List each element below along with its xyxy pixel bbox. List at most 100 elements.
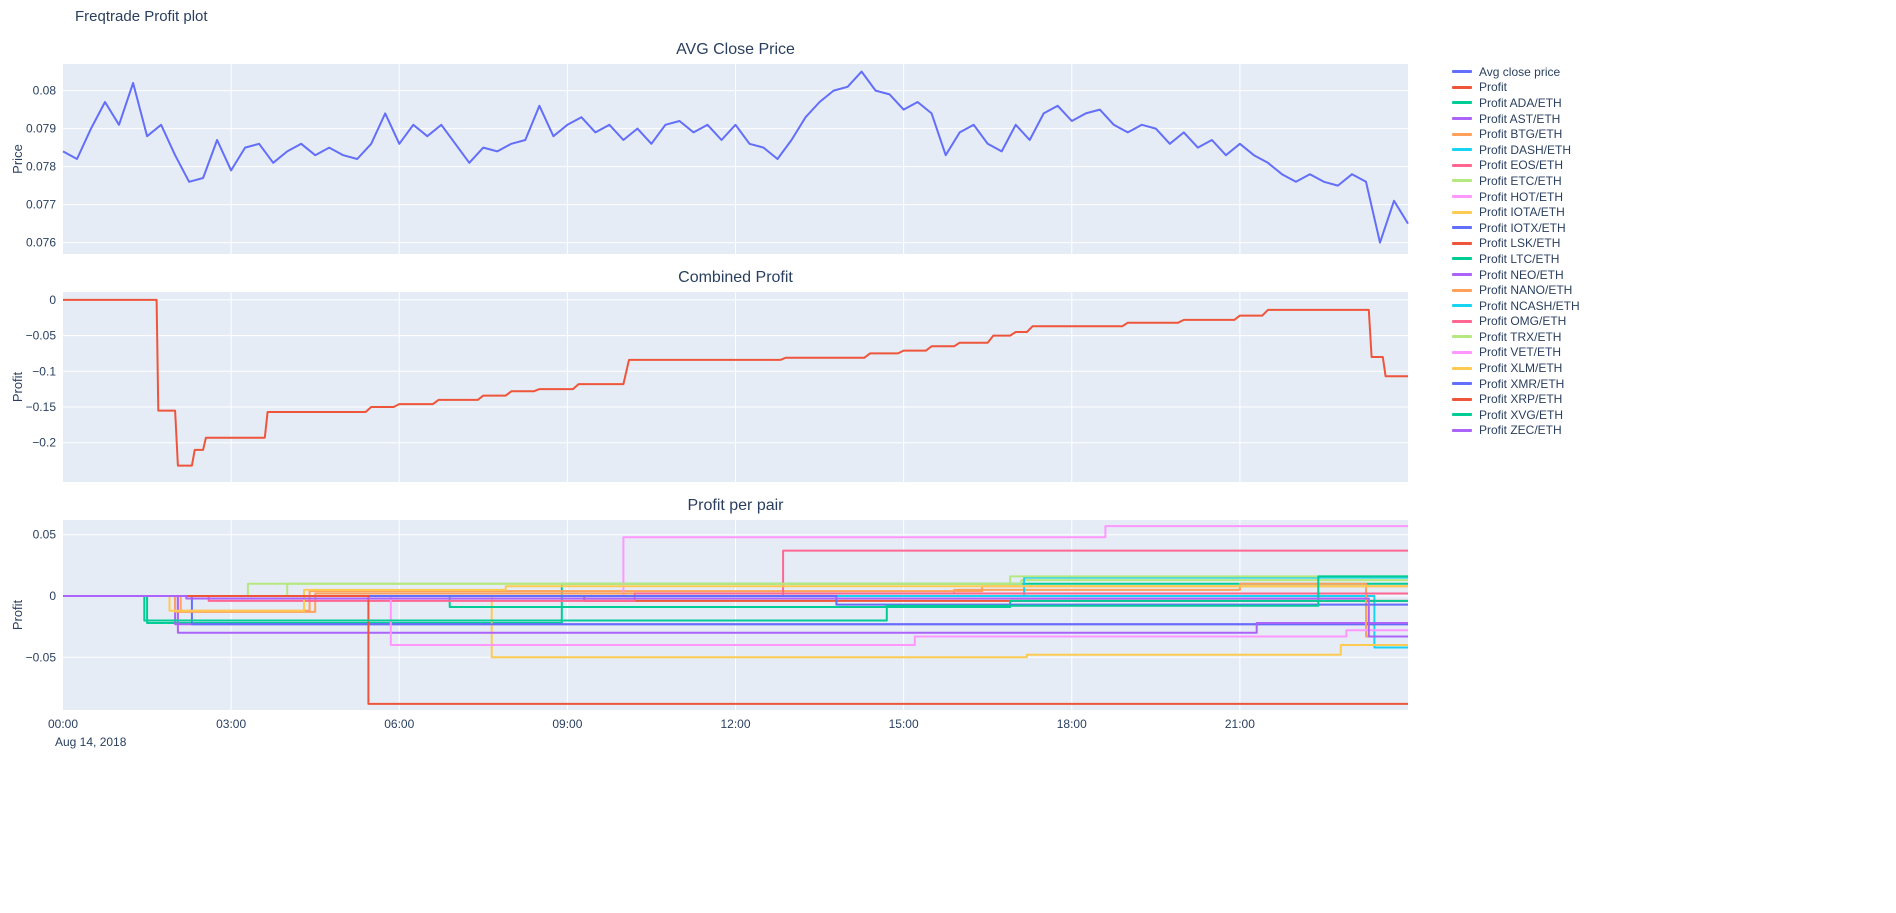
legend-item[interactable]: Profit NEO/ETH [1452, 267, 1580, 283]
legend-item[interactable]: Profit AST/ETH [1452, 111, 1580, 127]
legend-label: Profit LTC/ETH [1479, 251, 1560, 266]
legend-item[interactable]: Profit LTC/ETH [1452, 251, 1580, 267]
chart-svg: 0 −0.05 −0.1 −0.15 −0.2 Profit [10, 292, 1408, 482]
legend-item[interactable]: Profit [1452, 80, 1580, 96]
legend-line-swatch [1452, 226, 1472, 230]
legend-label: Profit IOTX/ETH [1479, 220, 1566, 235]
chart-svg: 0.05 0 −0.05 Profit 00:00 03:00 06:00 09:00 12:0… [10, 520, 1408, 749]
legend-line-swatch [1452, 163, 1472, 167]
legend-label: Profit ETC/ETH [1479, 173, 1562, 188]
legend-item[interactable]: Profit XMR/ETH [1452, 376, 1580, 392]
legend-line-swatch [1452, 319, 1472, 323]
chart-svg: 0.08 0.079 0.078 0.077 0.076 Price [10, 64, 1409, 254]
y-axis-title: Profit [10, 371, 25, 402]
legend-line-swatch [1452, 413, 1472, 417]
legend-label: Profit TRX/ETH [1479, 329, 1562, 344]
y-tick-label: −0.1 [32, 364, 56, 378]
legend-label: Profit EOS/ETH [1479, 158, 1564, 173]
legend-line-swatch [1452, 241, 1472, 245]
legend-label: Avg close price [1479, 64, 1561, 79]
legend-label: Profit OMG/ETH [1479, 314, 1567, 329]
page-title: Freqtrade Profit plot [75, 8, 208, 25]
x-tick-label: 03:00 [216, 717, 246, 731]
legend-label: Profit NANO/ETH [1479, 283, 1573, 298]
series-line-profit[interactable] [63, 298, 1408, 467]
y-axis-title: Profit [10, 599, 25, 630]
series-line-profit-vet-eth[interactable] [63, 595, 1408, 646]
x-tick-label: 15:00 [889, 717, 919, 731]
legend-line-swatch [1452, 397, 1472, 401]
legend-line-swatch [1452, 257, 1472, 261]
y-tick-label: 0.077 [26, 198, 56, 212]
y-tick-label: −0.2 [32, 436, 56, 450]
chart-title-avg-close-price: AVG Close Price [676, 41, 795, 58]
legend-item[interactable]: Profit EOS/ETH [1452, 158, 1580, 174]
y-tick-label: −0.05 [26, 650, 57, 664]
legend-item[interactable]: Profit XRP/ETH [1452, 391, 1580, 407]
legend-label: Profit IOTA/ETH [1479, 205, 1565, 220]
legend-label: Profit ZEC/ETH [1479, 423, 1562, 438]
series-line-profit-xlm-eth[interactable] [63, 585, 1408, 612]
legend-item[interactable]: Profit NANO/ETH [1452, 282, 1580, 298]
chart-title-profit-per-pair: Profit per pair [687, 497, 784, 514]
legend-line-swatch [1452, 117, 1472, 121]
legend-item[interactable]: Profit HOT/ETH [1452, 189, 1580, 205]
legend-line-swatch [1452, 335, 1472, 339]
legend-item[interactable]: Profit ZEC/ETH [1452, 423, 1580, 439]
legend-label: Profit HOT/ETH [1479, 189, 1564, 204]
series-line-profit-xrp-eth[interactable] [63, 595, 1408, 705]
legend-line-swatch [1452, 350, 1472, 354]
legend-item[interactable]: Profit XLM/ETH [1452, 360, 1580, 376]
y-tick-label: 0 [49, 293, 56, 307]
y-tick-label: 0.05 [33, 528, 57, 542]
y-tick-label: −0.15 [26, 400, 57, 414]
legend-item[interactable]: Profit BTG/ETH [1452, 126, 1580, 142]
legend-line-swatch [1452, 366, 1472, 370]
y-tick-label: 0.079 [26, 122, 56, 136]
y-axis-title: Price [10, 144, 25, 174]
y-tick-label: 0 [49, 589, 56, 603]
legend-item[interactable]: Profit DASH/ETH [1452, 142, 1580, 158]
legend-item[interactable]: Profit LSK/ETH [1452, 236, 1580, 252]
legend-item[interactable]: Profit TRX/ETH [1452, 329, 1580, 345]
series-line-profit-zec-eth[interactable] [63, 595, 1408, 638]
x-tick-label: 06:00 [384, 717, 414, 731]
charts-column: AVG Close Price 0.08 0.079 0.078 0.077 0.076… [0, 28, 1410, 752]
legend-item[interactable]: Profit IOTX/ETH [1452, 220, 1580, 236]
series-line-avg-close-price[interactable] [62, 70, 1409, 244]
legend-item[interactable]: Profit NCASH/ETH [1452, 298, 1580, 314]
combined-profit-plot[interactable]: 0 −0.05 −0.1 −0.15 −0.2 Profit [0, 292, 1410, 484]
legend-label: Profit BTG/ETH [1479, 127, 1563, 142]
legend-line-swatch [1452, 195, 1472, 199]
legend-line-swatch [1452, 179, 1472, 183]
legend-item[interactable]: Profit ETC/ETH [1452, 173, 1580, 189]
legend-item[interactable]: Avg close price [1452, 64, 1580, 80]
legend-line-swatch [1452, 428, 1472, 432]
legend-label: Profit XRP/ETH [1479, 392, 1563, 407]
legend-label: Profit VET/ETH [1479, 345, 1562, 360]
legend-item[interactable]: Profit ADA/ETH [1452, 95, 1580, 111]
y-tick-label: −0.05 [26, 329, 57, 343]
series-line-profit-xvg-eth[interactable] [63, 575, 1408, 622]
legend: Avg close price Profit Profit ADA/ETH Profi… [1452, 64, 1580, 438]
x-tick-label: 21:00 [1225, 717, 1255, 731]
legend-line-swatch [1452, 132, 1472, 136]
legend-item[interactable]: Profit VET/ETH [1452, 345, 1580, 361]
legend-label: Profit [1479, 80, 1508, 95]
legend-label: Profit AST/ETH [1479, 111, 1561, 126]
profit-per-pair-plot[interactable]: 0.05 0 −0.05 Profit 00:00 03:00 06:00 09:00 12:0… [0, 520, 1410, 752]
legend-label: Profit DASH/ETH [1479, 142, 1572, 157]
x-tick-label: 00:00 [48, 717, 78, 731]
series-line-profit-xmr-eth[interactable] [63, 595, 1408, 606]
legend-line-swatch [1452, 148, 1472, 152]
x-tick-label: 09:00 [552, 717, 582, 731]
legend-line-swatch [1452, 288, 1472, 292]
legend-line-swatch [1452, 101, 1472, 105]
legend-line-swatch [1452, 304, 1472, 308]
legend-label: Profit XVG/ETH [1479, 407, 1564, 422]
legend-item[interactable]: Profit IOTA/ETH [1452, 204, 1580, 220]
avg-close-price-plot[interactable]: 0.08 0.079 0.078 0.077 0.076 Price [0, 64, 1410, 256]
legend-item[interactable]: Profit XVG/ETH [1452, 407, 1580, 423]
y-tick-label: 0.076 [26, 236, 56, 250]
legend-item[interactable]: Profit OMG/ETH [1452, 314, 1580, 330]
